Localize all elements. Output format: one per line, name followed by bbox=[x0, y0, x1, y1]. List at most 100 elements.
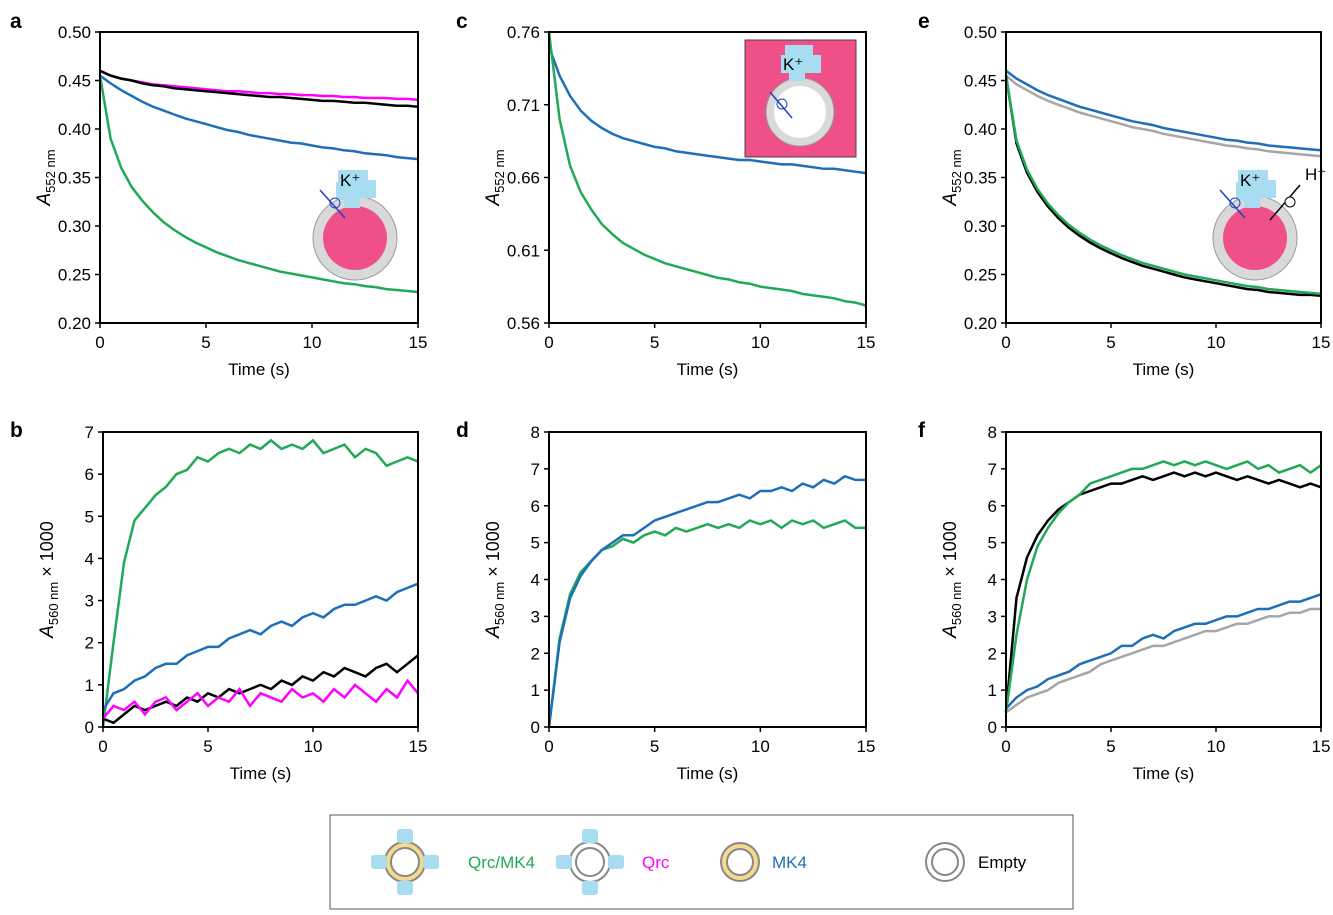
legend-protein bbox=[582, 829, 598, 843]
plot-frame bbox=[102, 431, 419, 728]
data-line bbox=[102, 678, 419, 720]
x-tick-label: 15 bbox=[409, 737, 428, 756]
y-label-sub: 560 nm bbox=[949, 582, 964, 625]
panel-label: b bbox=[10, 419, 23, 442]
plot-frame bbox=[1005, 431, 1322, 728]
plot-frame bbox=[99, 31, 419, 324]
y-tick-label: 3 bbox=[85, 592, 94, 611]
plot-frame bbox=[1005, 31, 1322, 324]
y-label-sub: 552 nm bbox=[43, 149, 58, 192]
x-tick-label: 5 bbox=[201, 333, 210, 352]
data-line bbox=[1005, 593, 1322, 710]
x-axis-label: Time (s) bbox=[1133, 764, 1195, 783]
y-tick-label: 0.45 bbox=[58, 72, 91, 91]
legend-label: Qrc/MK4 bbox=[468, 853, 535, 872]
y-tick-label: 0 bbox=[988, 718, 997, 737]
y-tick-label: 0 bbox=[531, 718, 540, 737]
x-axis-label: Time (s) bbox=[677, 360, 739, 379]
y-tick-label: 0.20 bbox=[964, 314, 997, 333]
y-tick-label: 0.35 bbox=[58, 169, 91, 188]
y-label-sub: 552 nm bbox=[492, 149, 507, 192]
y-tick-label: 6 bbox=[531, 497, 540, 516]
y-label-main: A bbox=[940, 193, 961, 207]
x-tick-label: 5 bbox=[203, 737, 212, 756]
legend-icon bbox=[931, 848, 959, 876]
y-tick-label: 0.35 bbox=[964, 169, 997, 188]
x-axis-label: Time (s) bbox=[677, 764, 739, 783]
y-label-main: A bbox=[37, 625, 58, 639]
y-tick-label: 4 bbox=[531, 571, 540, 590]
y-tick-label: 0.50 bbox=[58, 23, 91, 42]
y-tick-label: 0.76 bbox=[507, 23, 540, 42]
x-axis-label: Time (s) bbox=[228, 360, 290, 379]
legend-protein bbox=[582, 881, 598, 895]
x-axis-label: Time (s) bbox=[1133, 360, 1195, 379]
x-tick-label: 5 bbox=[1106, 737, 1115, 756]
data-line bbox=[1005, 74, 1322, 158]
legend-protein bbox=[423, 855, 439, 869]
y-axis-label: A552 nm bbox=[34, 149, 58, 206]
inset-c bbox=[744, 39, 857, 158]
y-tick-label: 0.30 bbox=[58, 217, 91, 236]
y-tick-label: 1 bbox=[988, 681, 997, 700]
x-tick-label: 0 bbox=[544, 333, 553, 352]
y-tick-label: 2 bbox=[531, 644, 540, 663]
data-line bbox=[1004, 75, 1322, 296]
legend-label: MK4 bbox=[772, 853, 807, 872]
data-line bbox=[547, 31, 867, 307]
x-tick-label: 15 bbox=[409, 333, 428, 352]
y-label-main: A bbox=[483, 625, 504, 639]
panel-label: e bbox=[918, 10, 930, 33]
y-axis-label: A560 nm × 1000 bbox=[37, 521, 61, 639]
y-axis-label: A552 nm bbox=[483, 149, 507, 206]
data-line bbox=[1004, 471, 1322, 713]
inset-ion-label: K⁺ bbox=[1240, 171, 1260, 190]
y-tick-label: 7 bbox=[531, 460, 540, 479]
y-axis-label: A560 nm × 1000 bbox=[483, 521, 507, 639]
y-tick-label: 0.56 bbox=[507, 314, 540, 333]
x-tick-label: 10 bbox=[1207, 333, 1226, 352]
y-tick-label: 0.30 bbox=[964, 217, 997, 236]
data-line bbox=[99, 69, 419, 108]
y-label-suffix: × 1000 bbox=[37, 521, 57, 577]
y-tick-label: 7 bbox=[988, 460, 997, 479]
y-tick-label: 8 bbox=[988, 423, 997, 442]
legend-icon bbox=[390, 847, 420, 877]
y-tick-label: 0.71 bbox=[507, 96, 540, 115]
legend-label: Empty bbox=[978, 853, 1027, 872]
y-label-sub: 560 nm bbox=[46, 582, 61, 625]
y-tick-label: 0.50 bbox=[964, 23, 997, 42]
inset-a bbox=[312, 170, 398, 281]
y-tick-label: 2 bbox=[988, 644, 997, 663]
legend-icon bbox=[726, 848, 754, 876]
panel-label: a bbox=[10, 10, 22, 33]
x-axis-label: Time (s) bbox=[230, 764, 292, 783]
legend-protein bbox=[608, 855, 624, 869]
x-tick-label: 10 bbox=[304, 737, 323, 756]
panel-label: c bbox=[456, 10, 468, 33]
data-line bbox=[547, 46, 867, 175]
x-tick-label: 5 bbox=[1106, 333, 1115, 352]
data-line bbox=[547, 519, 866, 728]
x-tick-label: 15 bbox=[1312, 333, 1331, 352]
legend-icon bbox=[575, 847, 605, 877]
legend-protein bbox=[371, 855, 387, 869]
y-tick-label: 1 bbox=[531, 681, 540, 700]
y-tick-label: 4 bbox=[85, 549, 94, 568]
x-tick-label: 15 bbox=[857, 737, 876, 756]
y-axis-label: A560 nm × 1000 bbox=[940, 521, 964, 639]
data-line bbox=[547, 474, 866, 728]
legend-protein bbox=[397, 829, 413, 843]
y-tick-label: 4 bbox=[988, 571, 997, 590]
y-tick-label: 3 bbox=[988, 607, 997, 626]
y-tick-label: 0.20 bbox=[58, 314, 91, 333]
x-tick-label: 10 bbox=[751, 737, 770, 756]
y-tick-label: 7 bbox=[85, 423, 94, 442]
y-label-suffix: × 1000 bbox=[940, 521, 960, 577]
legend-protein bbox=[397, 881, 413, 895]
data-line bbox=[1004, 75, 1322, 298]
x-tick-label: 0 bbox=[1001, 737, 1010, 756]
y-tick-label: 0.45 bbox=[964, 72, 997, 91]
data-line bbox=[102, 654, 419, 725]
